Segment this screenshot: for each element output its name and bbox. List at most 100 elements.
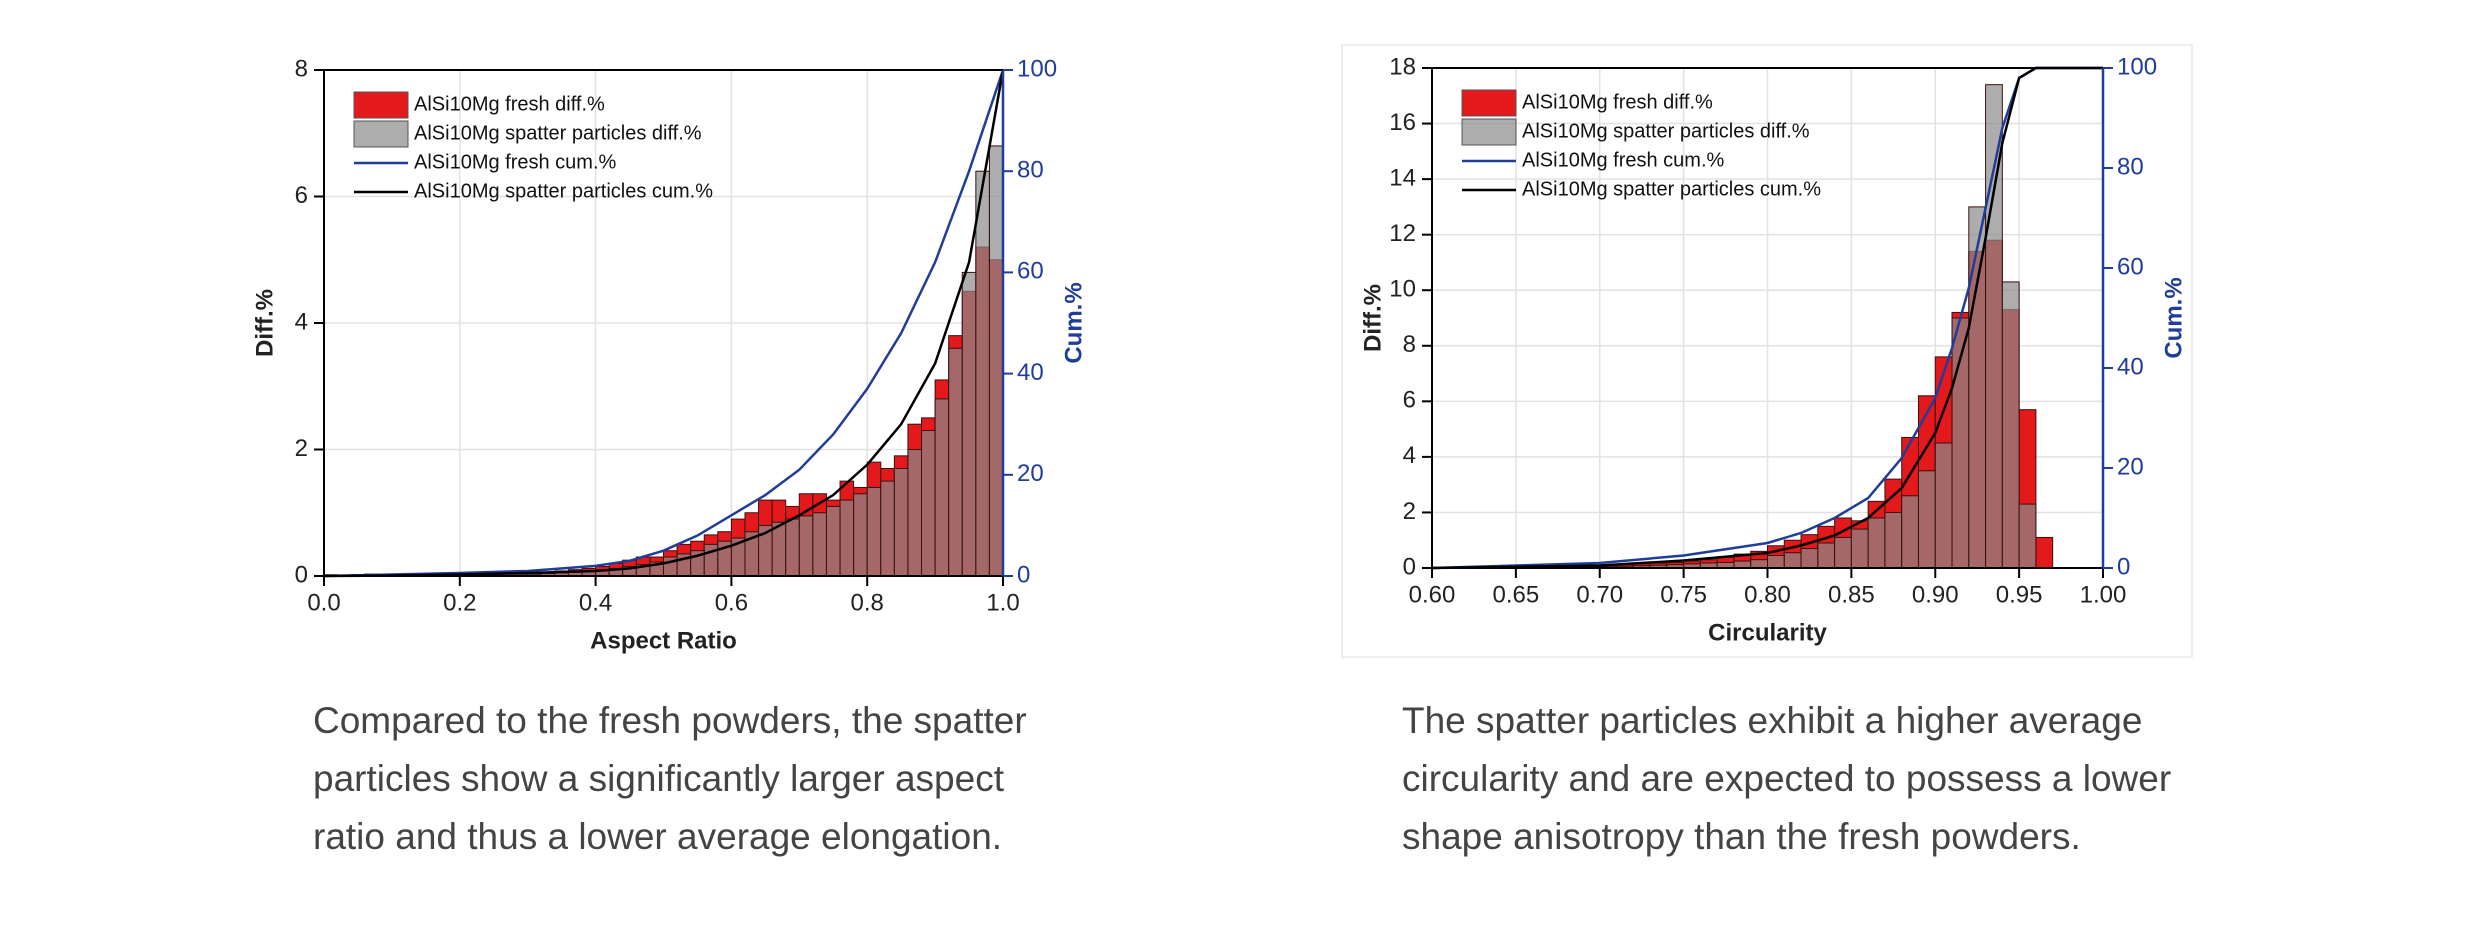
bar <box>826 506 840 576</box>
x-tick-label: 0.2 <box>443 589 476 616</box>
legend-label: AlSi10Mg spatter particles diff.% <box>1522 120 1810 142</box>
caption-line: ratio and thus a lower average elongatio… <box>313 816 1002 857</box>
bar <box>772 522 786 576</box>
bar <box>840 500 854 576</box>
bar <box>867 487 881 576</box>
y2-tick-label: 80 <box>2117 153 2144 180</box>
x-tick-label: 0.8 <box>851 589 884 616</box>
x-axis-label: Circularity <box>1708 619 1827 646</box>
legend-swatch <box>1462 119 1516 145</box>
y2-tick-label: 80 <box>1017 157 1044 184</box>
x-tick-label: 1.0 <box>986 589 1019 616</box>
bar <box>854 494 868 576</box>
bar <box>922 431 936 576</box>
legend-label: AlSi10Mg fresh diff.% <box>414 93 605 115</box>
bar <box>908 450 922 577</box>
y-tick-label: 6 <box>295 182 308 209</box>
bar <box>786 519 800 576</box>
legend-label: AlSi10Mg fresh cum.% <box>1522 149 1725 171</box>
x-tick-label: 0.90 <box>1912 581 1959 608</box>
bar <box>1868 518 1885 568</box>
legend-swatch <box>354 121 408 147</box>
y-tick-label: 12 <box>1389 220 1416 247</box>
bar <box>894 468 908 576</box>
bar <box>1835 537 1852 568</box>
y2-axis-label: Cum.% <box>2160 277 2187 358</box>
legend-label: AlSi10Mg spatter particles cum.% <box>1522 178 1821 200</box>
x-tick-label: 0.0 <box>307 589 340 616</box>
y-tick-label: 10 <box>1389 276 1416 303</box>
bar <box>1751 560 1768 568</box>
x-tick-label: 0.80 <box>1744 581 1791 608</box>
legend-label: AlSi10Mg spatter particles diff.% <box>414 122 702 144</box>
y2-tick-label: 40 <box>1017 359 1044 386</box>
bar <box>813 513 827 576</box>
bar <box>2019 504 2036 568</box>
caption-line: shape anisotropy than the fresh powders. <box>1402 816 2081 857</box>
y-tick-label: 2 <box>1403 498 1416 525</box>
legend-label: AlSi10Mg spatter particles cum.% <box>414 180 713 202</box>
y2-tick-label: 0 <box>2117 553 2130 580</box>
y-tick-label: 4 <box>295 308 308 335</box>
legend-swatch <box>1462 90 1516 116</box>
y-tick-label: 4 <box>1403 442 1416 469</box>
y-tick-label: 0 <box>295 561 308 588</box>
y2-tick-label: 40 <box>2117 353 2144 380</box>
bar <box>1801 549 1818 568</box>
caption-line: circularity and are expected to possess … <box>1402 758 2171 799</box>
x-tick-label: 0.70 <box>1576 581 1623 608</box>
y2-tick-label: 20 <box>2117 453 2144 480</box>
x-tick-label: 0.6 <box>715 589 748 616</box>
x-tick-label: 0.60 <box>1409 581 1456 608</box>
y2-tick-label: 0 <box>1017 561 1030 588</box>
bar <box>1902 496 1919 568</box>
caption-line: particles show a significantly larger as… <box>313 758 1005 799</box>
caption-line: Compared to the fresh powders, the spatt… <box>313 700 1027 741</box>
x-tick-label: 0.4 <box>579 589 612 616</box>
y-axis-label: Diff.% <box>1359 284 1386 352</box>
bar <box>1851 529 1868 568</box>
y-tick-label: 0 <box>1403 553 1416 580</box>
x-tick-label: 0.95 <box>1996 581 2043 608</box>
bar <box>976 171 990 576</box>
bar <box>881 481 895 576</box>
y-tick-label: 6 <box>1403 387 1416 414</box>
y2-axis-label: Cum.% <box>1060 282 1087 363</box>
legend-label: AlSi10Mg fresh cum.% <box>414 151 617 173</box>
bar <box>1784 553 1801 568</box>
x-tick-label: 0.65 <box>1493 581 1540 608</box>
caption-line: The spatter particles exhibit a higher a… <box>1402 700 2142 741</box>
bar <box>1885 512 1902 568</box>
bar <box>989 146 1003 576</box>
y-tick-label: 8 <box>1403 331 1416 358</box>
bar <box>799 516 813 576</box>
bar <box>1768 556 1785 569</box>
y2-tick-label: 60 <box>2117 253 2144 280</box>
y2-tick-label: 100 <box>2117 53 2157 80</box>
bar <box>1734 561 1751 568</box>
legend-label: AlSi10Mg fresh diff.% <box>1522 91 1713 113</box>
y-tick-label: 18 <box>1389 53 1416 80</box>
bar <box>935 399 949 576</box>
bar <box>1935 443 1952 568</box>
y-axis-label: Diff.% <box>251 289 278 357</box>
x-tick-label: 0.85 <box>1828 581 1875 608</box>
x-tick-label: 0.75 <box>1660 581 1707 608</box>
bar <box>1818 543 1835 568</box>
bar <box>962 272 976 576</box>
x-axis-label: Aspect Ratio <box>590 627 737 654</box>
bar <box>2002 282 2019 568</box>
y-tick-label: 14 <box>1389 164 1416 191</box>
legend-swatch <box>354 92 408 118</box>
bar <box>949 348 963 576</box>
y2-tick-label: 20 <box>1017 460 1044 487</box>
y-tick-label: 2 <box>295 435 308 462</box>
y-tick-label: 16 <box>1389 109 1416 136</box>
bar <box>1918 471 1935 568</box>
bar <box>2036 537 2053 568</box>
y-tick-label: 8 <box>295 55 308 82</box>
x-tick-label: 1.00 <box>2080 581 2127 608</box>
bar <box>1969 207 1986 568</box>
y2-tick-label: 100 <box>1017 55 1057 82</box>
